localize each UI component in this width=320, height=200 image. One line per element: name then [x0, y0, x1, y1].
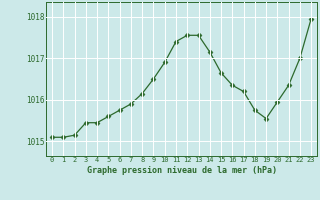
X-axis label: Graphe pression niveau de la mer (hPa): Graphe pression niveau de la mer (hPa) [87, 166, 276, 175]
